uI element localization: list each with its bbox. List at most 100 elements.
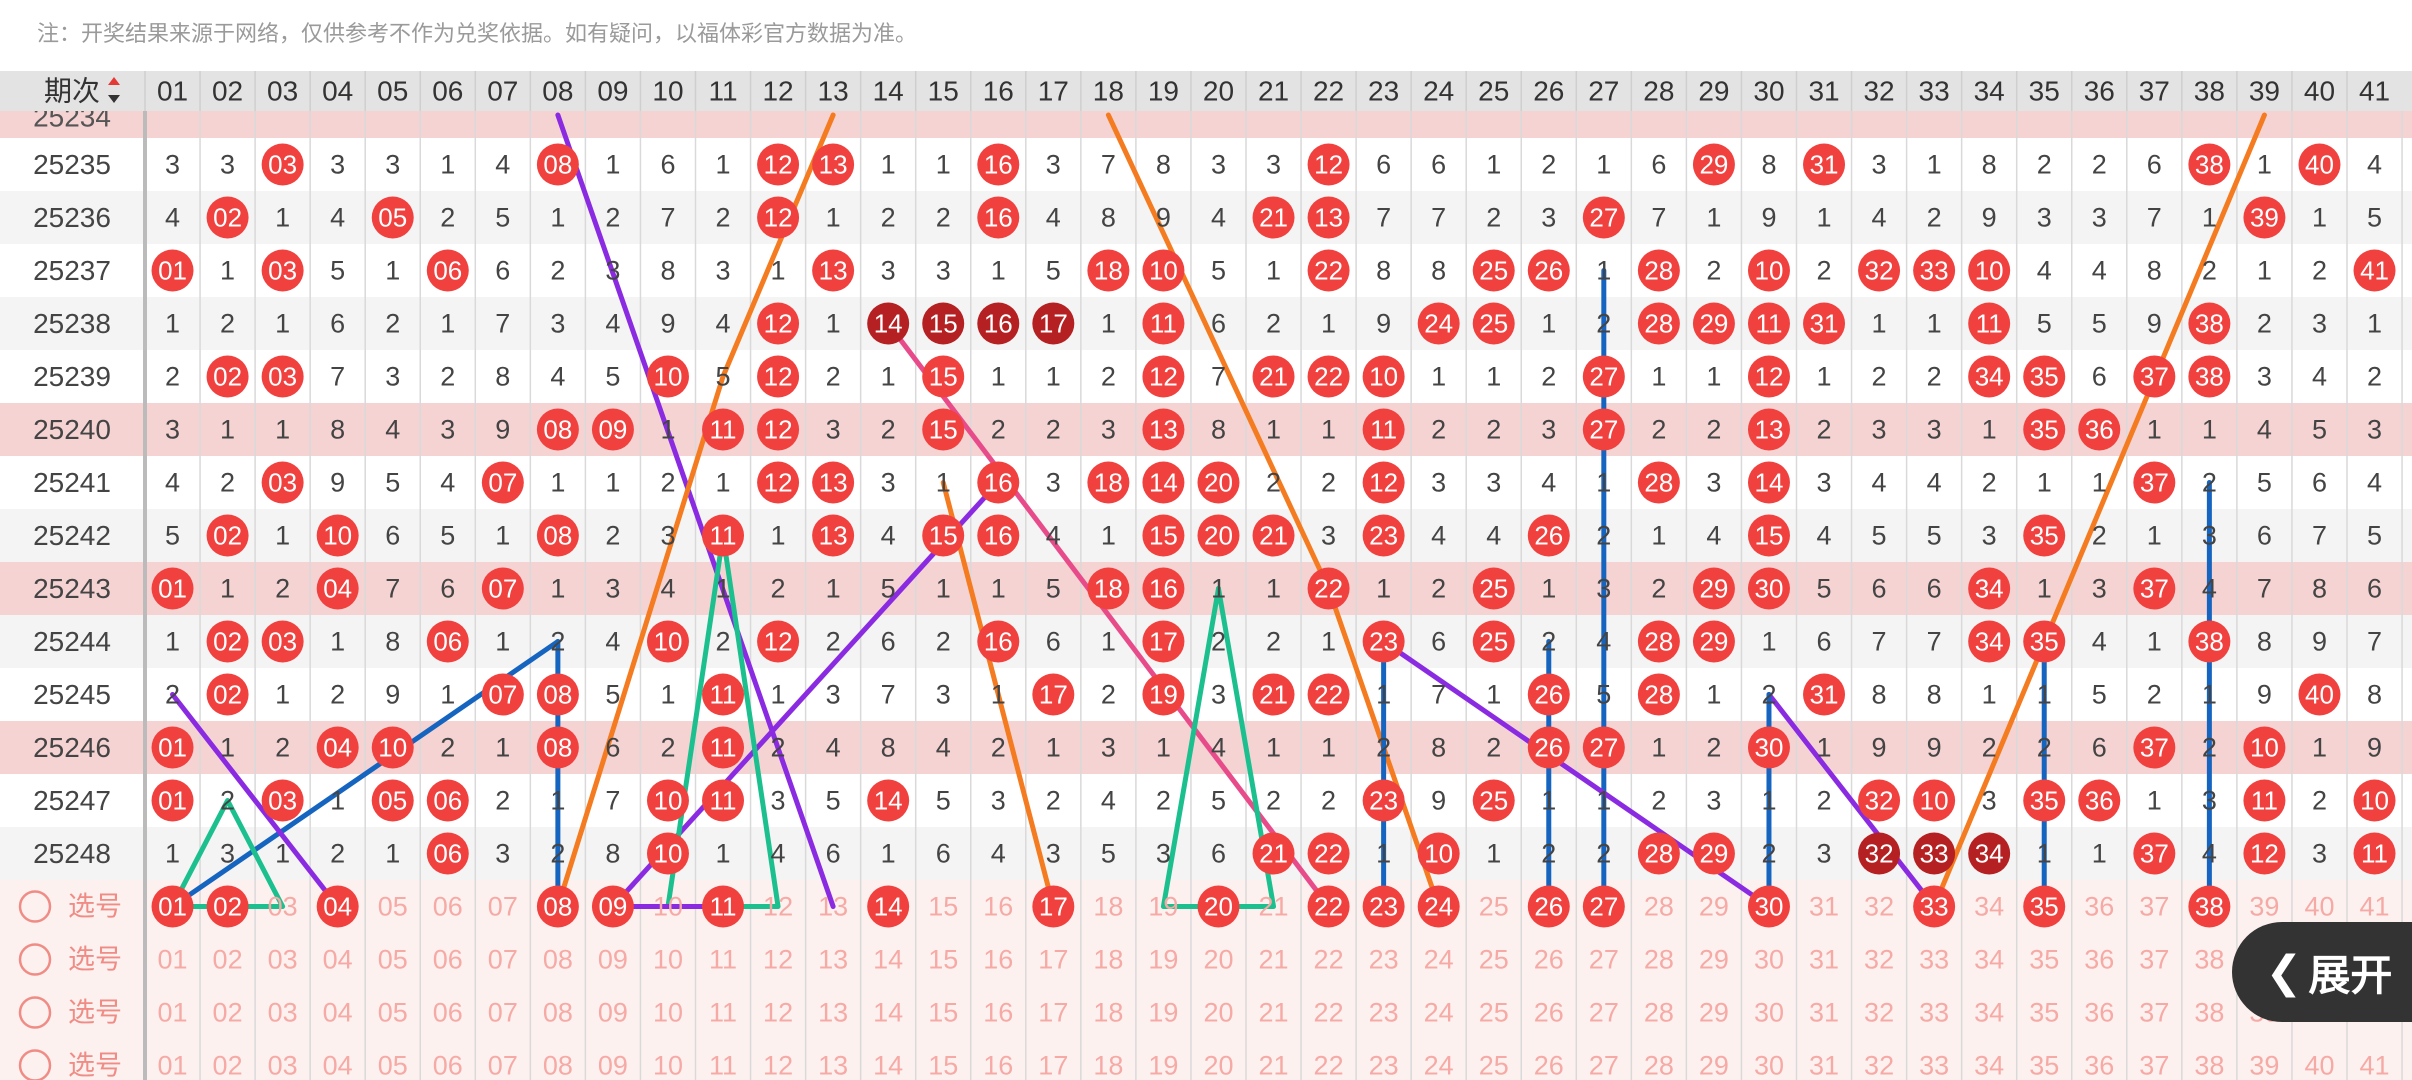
- pick-number[interactable]: 02: [213, 1051, 243, 1080]
- sort-up-down-icon[interactable]: [108, 77, 120, 103]
- picked-ball[interactable]: [702, 885, 745, 928]
- pick-number[interactable]: 35: [2029, 998, 2059, 1028]
- pick-number[interactable]: 17: [1038, 945, 1068, 975]
- pick-number[interactable]: 03: [268, 945, 298, 975]
- pick-number[interactable]: 38: [2194, 1051, 2224, 1080]
- pick-number[interactable]: 34: [1974, 945, 2004, 975]
- pick-radio[interactable]: [18, 890, 52, 923]
- expand-button[interactable]: ❮ 展开: [2232, 922, 2412, 1022]
- pick-number[interactable]: 26: [1534, 998, 1564, 1028]
- pick-number[interactable]: 21: [1259, 892, 1289, 922]
- pick-number[interactable]: 29: [1699, 1051, 1729, 1080]
- picked-ball[interactable]: [151, 885, 194, 928]
- pick-number[interactable]: 18: [1093, 1051, 1123, 1080]
- picked-ball[interactable]: [1747, 885, 1790, 928]
- pick-number[interactable]: 15: [928, 892, 958, 922]
- pick-number[interactable]: 04: [323, 998, 353, 1028]
- pick-number[interactable]: 06: [433, 892, 463, 922]
- pick-number[interactable]: 08: [543, 1051, 573, 1080]
- pick-number[interactable]: 20: [1203, 998, 1233, 1028]
- pick-number[interactable]: 39: [2249, 892, 2279, 922]
- pick-number[interactable]: 16: [983, 892, 1013, 922]
- pick-number[interactable]: 29: [1699, 892, 1729, 922]
- picked-ball[interactable]: [1197, 885, 1240, 928]
- pick-number[interactable]: 21: [1259, 998, 1289, 1028]
- pick-number[interactable]: 06: [433, 945, 463, 975]
- pick-row[interactable]: 选号 01 02 03 04 05 06 07 08 09 10 11 12 13 14 15 16 17 18 19…: [18, 885, 2390, 928]
- pick-number[interactable]: 33: [1919, 1051, 1949, 1080]
- pick-number[interactable]: 37: [2139, 945, 2169, 975]
- pick-number[interactable]: 20: [1203, 1051, 1233, 1080]
- pick-number[interactable]: 31: [1809, 1051, 1839, 1080]
- period-header[interactable]: 期次: [44, 76, 100, 107]
- pick-number[interactable]: 15: [928, 998, 958, 1028]
- pick-number[interactable]: 10: [653, 945, 683, 975]
- pick-number[interactable]: 15: [928, 945, 958, 975]
- pick-number[interactable]: 36: [2084, 998, 2114, 1028]
- pick-number[interactable]: 34: [1974, 892, 2004, 922]
- pick-radio[interactable]: [18, 1049, 52, 1080]
- picked-ball[interactable]: [1417, 885, 1460, 928]
- pick-number[interactable]: 19: [1148, 892, 1178, 922]
- pick-number[interactable]: 07: [488, 892, 518, 922]
- pick-number[interactable]: 41: [2360, 1051, 2390, 1080]
- pick-number[interactable]: 31: [1809, 945, 1839, 975]
- pick-number[interactable]: 07: [488, 945, 518, 975]
- pick-number[interactable]: 02: [213, 945, 243, 975]
- pick-number[interactable]: 32: [1864, 945, 1894, 975]
- pick-number[interactable]: 25: [1479, 998, 1509, 1028]
- picked-ball-number[interactable]: 08: [543, 892, 572, 922]
- pick-number[interactable]: 18: [1093, 998, 1123, 1028]
- picked-ball-number[interactable]: 38: [2195, 892, 2224, 922]
- pick-number[interactable]: 01: [158, 945, 188, 975]
- pick-number[interactable]: 13: [818, 1051, 848, 1080]
- picked-ball-number[interactable]: 20: [1204, 892, 1233, 922]
- picked-ball[interactable]: [1362, 885, 1405, 928]
- pick-number[interactable]: 05: [378, 998, 408, 1028]
- pick-number[interactable]: 19: [1148, 1051, 1178, 1080]
- pick-number[interactable]: 17: [1038, 998, 1068, 1028]
- pick-number[interactable]: 24: [1424, 998, 1454, 1028]
- pick-number[interactable]: 14: [873, 998, 903, 1028]
- pick-number[interactable]: 03: [268, 1051, 298, 1080]
- picked-ball[interactable]: [316, 885, 359, 928]
- pick-number[interactable]: 03: [268, 998, 298, 1028]
- pick-number[interactable]: 06: [433, 1051, 463, 1080]
- pick-number[interactable]: 28: [1644, 945, 1674, 975]
- pick-radio[interactable]: [18, 943, 52, 976]
- pick-number[interactable]: 33: [1919, 945, 1949, 975]
- pick-number[interactable]: 07: [488, 1051, 518, 1080]
- picked-ball[interactable]: [206, 885, 249, 928]
- pick-number[interactable]: 15: [928, 1051, 958, 1080]
- pick-number[interactable]: 20: [1203, 945, 1233, 975]
- pick-number[interactable]: 07: [488, 998, 518, 1028]
- pick-number[interactable]: 10: [653, 1051, 683, 1080]
- pick-number[interactable]: 10: [653, 998, 683, 1028]
- picked-ball-number[interactable]: 35: [2030, 892, 2059, 922]
- pick-number[interactable]: 18: [1093, 892, 1123, 922]
- pick-number[interactable]: 04: [323, 945, 353, 975]
- pick-number[interactable]: 12: [763, 945, 793, 975]
- picked-ball-number[interactable]: 01: [158, 892, 187, 922]
- picked-ball-number[interactable]: 09: [598, 892, 627, 922]
- pick-number[interactable]: 41: [2360, 892, 2390, 922]
- picked-ball-number[interactable]: 11: [710, 892, 737, 922]
- pick-number[interactable]: 08: [543, 945, 573, 975]
- picked-ball[interactable]: [1913, 885, 1956, 928]
- pick-number[interactable]: 32: [1864, 892, 1894, 922]
- picked-ball-number[interactable]: 30: [1755, 892, 1784, 922]
- pick-number[interactable]: 22: [1314, 998, 1344, 1028]
- pick-number[interactable]: 01: [158, 1051, 188, 1080]
- pick-number[interactable]: 05: [378, 945, 408, 975]
- pick-number[interactable]: 36: [2084, 945, 2114, 975]
- picked-ball-number[interactable]: 23: [1369, 892, 1398, 922]
- picked-ball[interactable]: [867, 885, 910, 928]
- pick-number[interactable]: 31: [1809, 998, 1839, 1028]
- pick-number[interactable]: 06: [433, 998, 463, 1028]
- pick-number[interactable]: 37: [2139, 998, 2169, 1028]
- pick-number[interactable]: 36: [2084, 1051, 2114, 1080]
- picked-ball-number[interactable]: 26: [1534, 892, 1563, 922]
- pick-number[interactable]: 30: [1754, 1051, 1784, 1080]
- picked-ball-number[interactable]: 27: [1589, 892, 1618, 922]
- pick-row[interactable]: 选号 01 02 03 04 05 06 07 08 09 10 11 12 13 14 15 16 17 18 19…: [18, 1049, 2390, 1080]
